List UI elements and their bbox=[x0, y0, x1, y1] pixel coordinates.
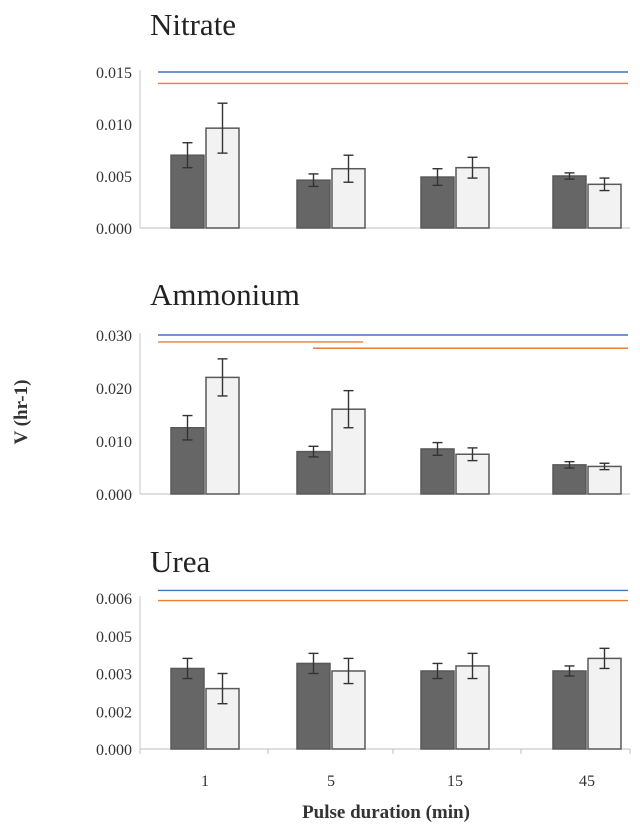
x-axis-label: Pulse duration (min) bbox=[302, 802, 470, 823]
error-bar bbox=[599, 462, 610, 471]
error-bar bbox=[467, 447, 478, 462]
bar bbox=[296, 179, 331, 229]
bar bbox=[587, 465, 622, 495]
panel-title: Ammonium bbox=[150, 277, 300, 312]
error-bar bbox=[343, 389, 354, 429]
error-bar bbox=[343, 657, 354, 685]
y-tick-label: 0.000 bbox=[96, 742, 132, 759]
panel-title: Nitrate bbox=[150, 7, 236, 42]
y-tick-label: 0.006 bbox=[96, 591, 132, 608]
error-bar bbox=[308, 652, 319, 675]
y-tick-label: 0.030 bbox=[96, 328, 132, 345]
bar bbox=[552, 464, 587, 495]
error-bar bbox=[564, 460, 575, 469]
bar bbox=[170, 667, 205, 750]
error-bar bbox=[599, 177, 610, 192]
y-tick-label: 0.005 bbox=[96, 629, 132, 646]
error-bar bbox=[564, 172, 575, 180]
bar bbox=[552, 670, 587, 750]
error-bar bbox=[217, 358, 228, 397]
error-bar bbox=[308, 445, 319, 458]
error-bar bbox=[467, 652, 478, 680]
error-bar bbox=[564, 665, 575, 677]
y-tick-label: 0.002 bbox=[96, 704, 132, 721]
error-bar bbox=[217, 102, 228, 154]
bar bbox=[455, 166, 490, 229]
y-axis-label: V (hr-1) bbox=[11, 380, 32, 445]
y-tick-label: 0.005 bbox=[96, 169, 132, 186]
error-bar bbox=[182, 657, 193, 680]
y-tick-label: 0.000 bbox=[96, 487, 132, 504]
error-bar bbox=[182, 142, 193, 169]
error-bar bbox=[432, 662, 443, 680]
y-tick-label: 0.010 bbox=[96, 434, 132, 451]
error-bar bbox=[432, 441, 443, 457]
bar bbox=[455, 665, 490, 750]
bar bbox=[205, 127, 240, 229]
bar bbox=[296, 662, 331, 750]
error-bar bbox=[308, 173, 319, 188]
y-tick-label: 0.000 bbox=[96, 221, 132, 238]
y-tick-label: 0.010 bbox=[96, 117, 132, 134]
y-tick-label: 0.003 bbox=[96, 667, 132, 684]
x-tick-label: 1 bbox=[201, 773, 209, 790]
y-tick-label: 0.020 bbox=[96, 381, 132, 398]
bar bbox=[455, 453, 490, 495]
panel-title: Urea bbox=[150, 544, 210, 579]
bar bbox=[587, 657, 622, 750]
bar bbox=[587, 183, 622, 229]
x-tick-label: 15 bbox=[447, 773, 463, 790]
bar bbox=[205, 376, 240, 495]
x-tick-label: 5 bbox=[327, 773, 335, 790]
error-bar bbox=[182, 414, 193, 441]
error-bar bbox=[467, 156, 478, 179]
error-bar bbox=[432, 168, 443, 187]
error-bar bbox=[599, 647, 610, 670]
y-tick-label: 0.015 bbox=[96, 65, 132, 82]
x-tick-label: 45 bbox=[579, 773, 595, 790]
error-bar bbox=[217, 672, 228, 705]
panel-nitrate: Nitrate 0.000 0.005 0.010 0.015 bbox=[96, 7, 630, 238]
bar bbox=[296, 450, 331, 495]
panel-ammonium: Ammonium 0.000 0.010 0.020 0.030 bbox=[96, 277, 630, 504]
bar bbox=[420, 670, 455, 750]
bar bbox=[331, 670, 366, 750]
bar bbox=[552, 175, 587, 229]
error-bar bbox=[343, 154, 354, 183]
